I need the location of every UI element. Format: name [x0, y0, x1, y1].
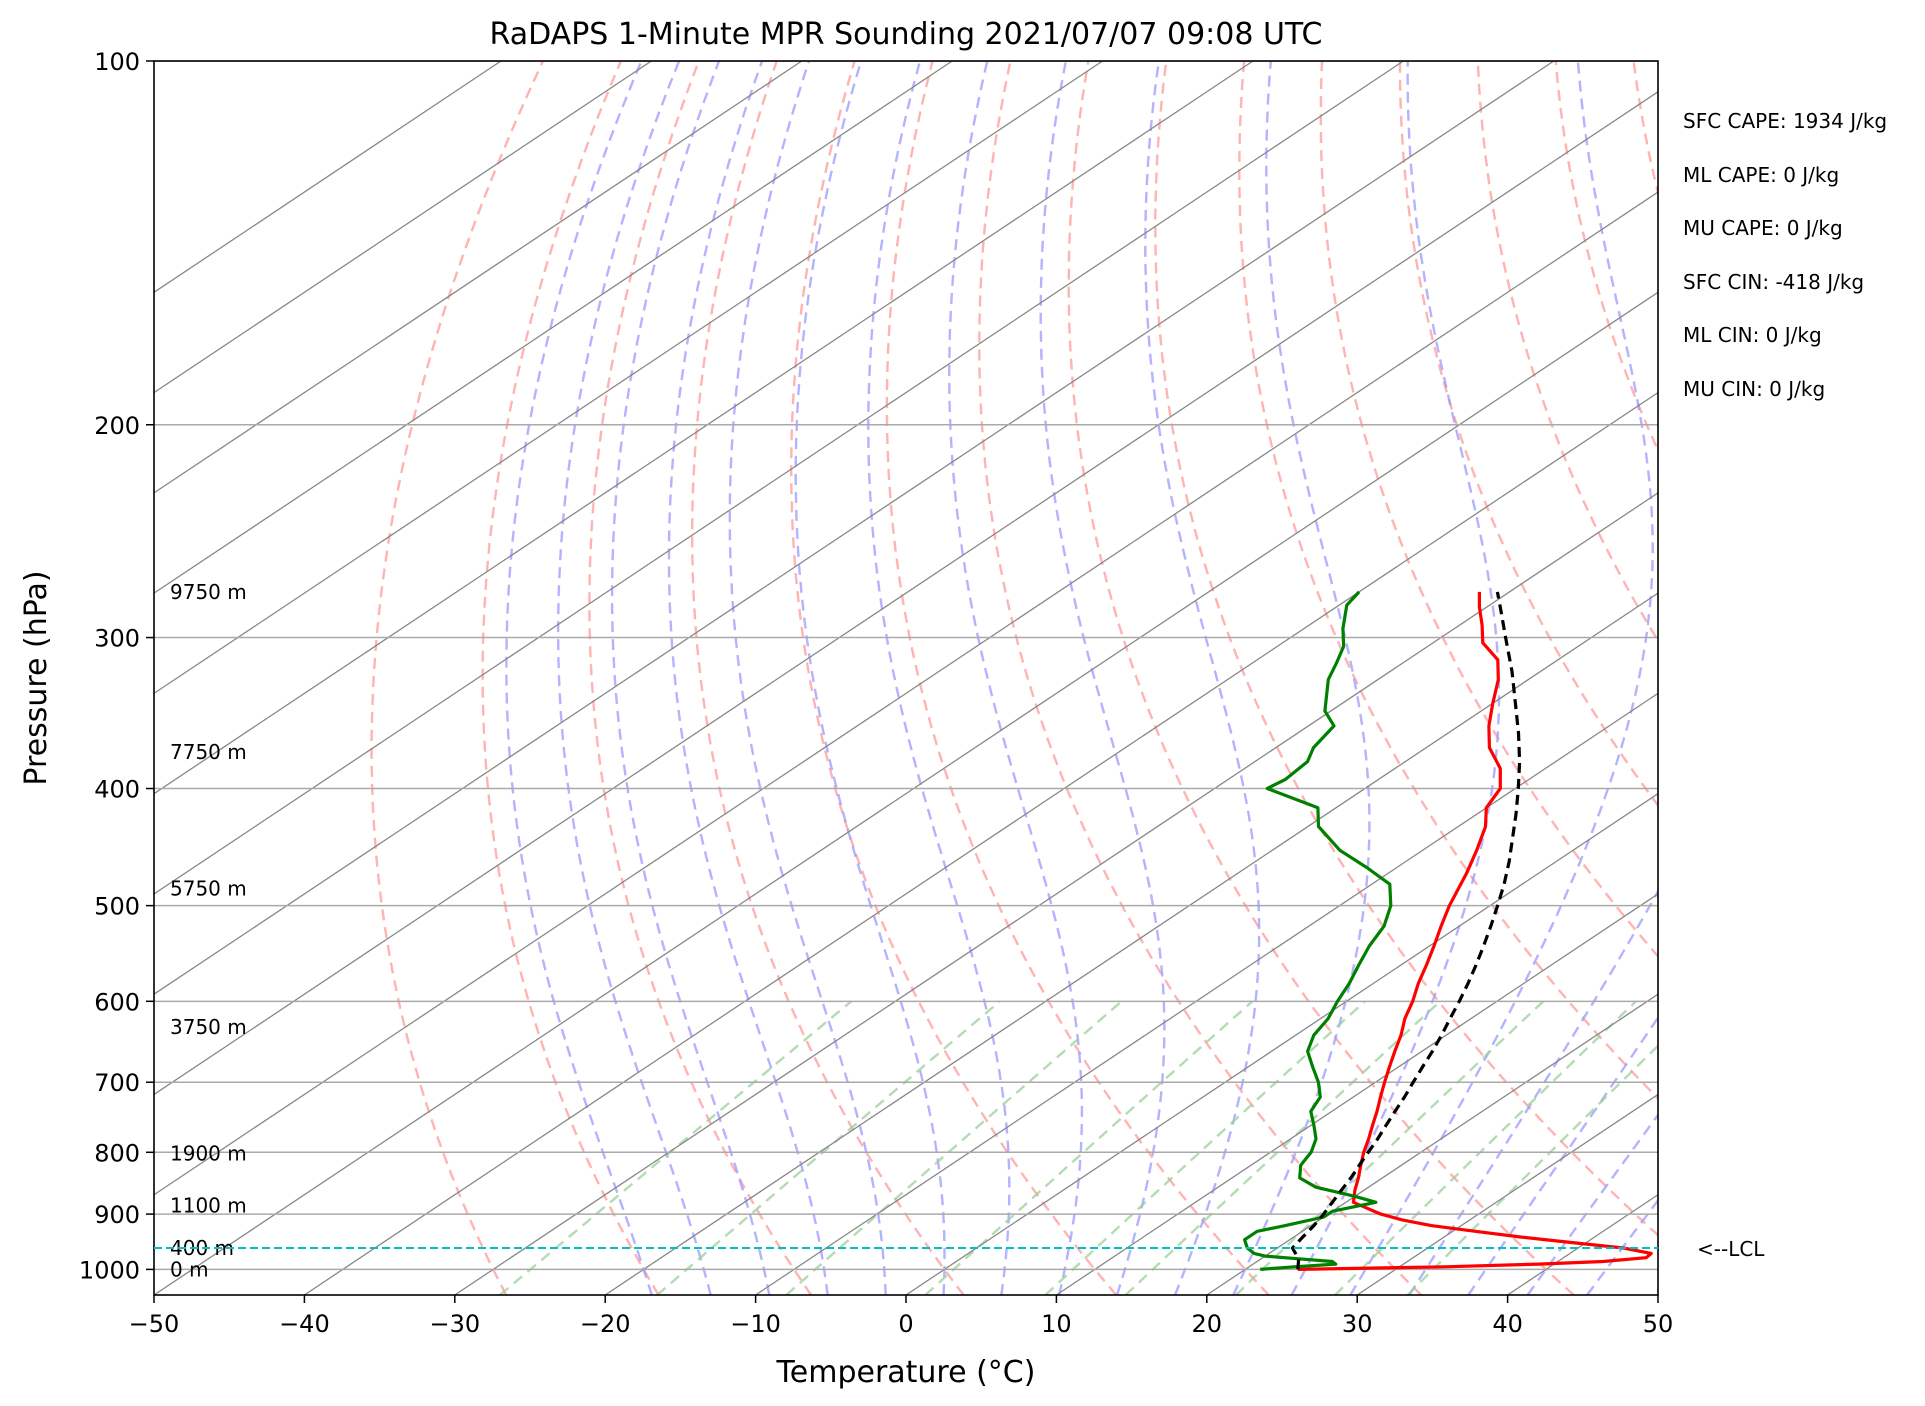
mixing-ratio-line	[1406, 1044, 1658, 1295]
isotherm	[154, 61, 502, 294]
isotherm	[154, 61, 1555, 995]
isotherm	[1056, 893, 1658, 1295]
mixing-ratio-line	[1334, 1000, 1637, 1295]
height-label: 1900 m	[170, 1142, 247, 1166]
x-tick-label: 20	[1192, 1310, 1223, 1338]
y-tick-label: 600	[94, 988, 140, 1016]
pressure-gridlines	[154, 61, 1658, 1271]
moist-adiabat	[505, 61, 653, 1295]
height-label: 1100 m	[170, 1193, 247, 1217]
dry-adiabat	[1238, 61, 1658, 1101]
dry-adiabat	[1398, 61, 1658, 808]
isotherm	[604, 592, 1658, 1295]
moist-adiabat	[1232, 61, 1371, 1295]
x-axis: −50 −40 −30 −20 −10 0 10 20 30 40 50	[129, 1295, 1674, 1338]
chart-title: RaDAPS 1-Minute MPR Sounding 2021/07/07 …	[490, 17, 1323, 52]
y-tick-label: 800	[94, 1139, 140, 1167]
height-label: 5750 m	[170, 877, 247, 901]
y-tick-label: 300	[94, 625, 140, 653]
dry-adiabat	[1067, 61, 1575, 1295]
annotation-ml-cape: ML CAPE: 0 J/kg	[1683, 163, 1839, 187]
stability-indices: SFC CAPE: 1934 J/kg ML CAPE: 0 J/kg MU C…	[1683, 109, 1887, 401]
y-tick-label: 1000	[79, 1256, 140, 1284]
isotherm	[154, 61, 1404, 895]
mixing-ratio-line	[656, 1000, 1001, 1295]
y-tick-label: 200	[94, 412, 140, 440]
isotherm	[905, 792, 1658, 1295]
mixing-ratio-line	[1124, 1000, 1441, 1295]
height-label: 0 m	[170, 1257, 209, 1281]
x-tick-label: −30	[429, 1310, 480, 1338]
y-tick-label: 100	[94, 48, 140, 76]
dry-adiabat	[790, 61, 1118, 1295]
annotation-sfc-cin: SFC CIN: -418 J/kg	[1683, 270, 1864, 294]
isotherm	[154, 61, 1254, 795]
x-tick-label: 40	[1492, 1310, 1523, 1338]
isotherm	[154, 191, 1658, 1196]
x-axis-label: Temperature (°C)	[776, 1355, 1036, 1390]
y-axis-label: Pressure (hPa)	[19, 570, 54, 785]
y-axis: 100 200 300 400 500 600 700 800 900 1000	[79, 48, 154, 1284]
annotation-ml-cin: ML CIN: 0 J/kg	[1683, 323, 1822, 347]
annotation-sfc-cape: SFC CAPE: 1934 J/kg	[1683, 109, 1887, 133]
mixing-ratio-line	[499, 1000, 853, 1295]
moist-adiabat	[556, 61, 712, 1295]
x-tick-label: −20	[580, 1310, 631, 1338]
isotherm	[1206, 993, 1658, 1295]
y-tick-label: 700	[94, 1069, 140, 1097]
dry-adiabat	[588, 61, 813, 1295]
mixing-ratio-line	[785, 1000, 1123, 1295]
dewpoint-line	[1243, 590, 1393, 1271]
moist-adiabat	[610, 61, 771, 1295]
isotherm	[154, 291, 1658, 1295]
dry-adiabat	[481, 61, 660, 1295]
temperature-line	[1297, 591, 1653, 1271]
x-tick-label: −40	[279, 1310, 330, 1338]
x-tick-label: 10	[1041, 1310, 1072, 1338]
y-tick-label: 900	[94, 1201, 140, 1229]
parcel-line	[1290, 591, 1522, 1270]
y-tick-label: 400	[94, 776, 140, 804]
data-series	[1243, 590, 1653, 1271]
annotation-mu-cin: MU CIN: 0 J/kg	[1683, 377, 1825, 401]
height-label: 7750 m	[170, 740, 247, 764]
moist-adiabat	[1144, 61, 1261, 1295]
isotherm	[154, 61, 652, 394]
x-tick-label: 30	[1342, 1310, 1373, 1338]
isotherm	[154, 61, 803, 494]
dry-adiabat	[885, 61, 1270, 1295]
isotherm	[304, 391, 1658, 1295]
height-label: 3750 m	[170, 1015, 247, 1039]
isotherm	[454, 492, 1658, 1295]
x-tick-label: −10	[730, 1310, 781, 1338]
lcl-marker: <--LCL	[154, 1237, 1765, 1261]
moist-adiabat	[1349, 61, 1654, 1295]
y-tick-label: 500	[94, 893, 140, 921]
x-tick-label: −50	[129, 1310, 180, 1338]
annotation-mu-cape: MU CAPE: 0 J/kg	[1683, 216, 1843, 240]
x-tick-label: 0	[898, 1310, 913, 1338]
mixing-ratio-line	[1044, 1000, 1366, 1295]
moist-adiabat	[667, 61, 829, 1295]
height-label: 9750 m	[170, 580, 247, 604]
isotherm	[755, 692, 1658, 1295]
isotherm	[154, 61, 1103, 695]
isotherm	[154, 91, 1658, 1096]
background-lines	[154, 61, 1658, 1295]
dry-adiabat	[370, 61, 545, 1295]
moist-adiabat	[728, 61, 887, 1295]
x-tick-label: 50	[1643, 1310, 1674, 1338]
isotherm	[154, 61, 953, 594]
lcl-label: <--LCL	[1697, 1237, 1765, 1261]
mixing-ratio-line	[924, 1000, 1254, 1295]
